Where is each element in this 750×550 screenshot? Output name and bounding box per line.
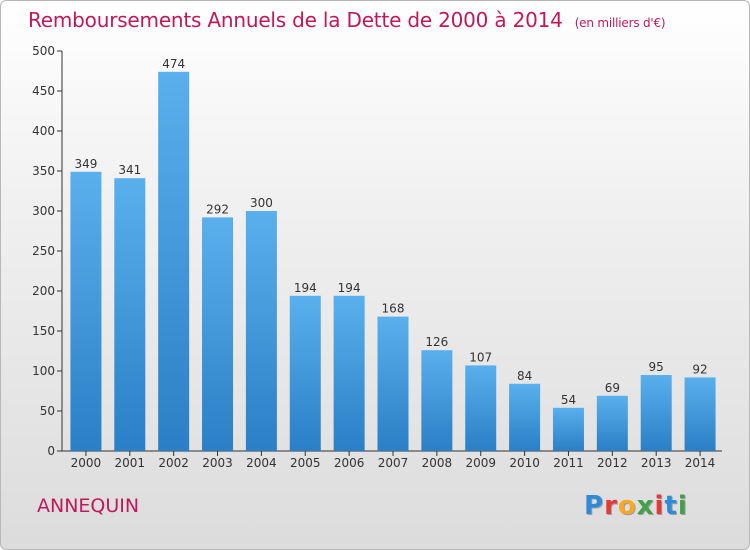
bar-2000 <box>70 171 102 452</box>
logo-letter: P <box>584 491 605 521</box>
bar-2014 <box>684 377 716 451</box>
bar-2005 <box>289 295 321 451</box>
x-tick-label-2009: 2009 <box>465 456 496 470</box>
x-tick-label-2014: 2014 <box>685 456 716 470</box>
value-label-2012: 69 <box>605 381 620 395</box>
bar-2009 <box>465 365 497 451</box>
value-label-2014: 92 <box>692 362 707 376</box>
proxiti-logo: Proxiti <box>584 491 688 521</box>
x-tick-label-2000: 2000 <box>71 456 102 470</box>
y-tick-label: 350 <box>32 164 55 178</box>
bar-2011 <box>552 407 584 451</box>
bar-2001 <box>114 178 146 451</box>
value-label-2002: 474 <box>162 57 185 71</box>
commune-name: ANNEQUIN <box>37 495 140 517</box>
value-label-2001: 341 <box>118 163 141 177</box>
bar-2002 <box>158 71 190 452</box>
y-tick-label: 500 <box>32 44 55 58</box>
title-unit: (en milliers d'€) <box>574 16 666 30</box>
bar-2006 <box>333 295 365 451</box>
value-label-2010: 84 <box>517 369 532 383</box>
x-tick-label-2012: 2012 <box>597 456 628 470</box>
y-tick-label: 150 <box>32 324 55 338</box>
logo-letter: i <box>654 491 665 521</box>
value-label-2013: 95 <box>649 360 664 374</box>
bar-2003 <box>202 217 234 451</box>
y-tick-label: 100 <box>32 364 55 378</box>
bar-2007 <box>377 316 409 451</box>
logo-letter: o <box>617 491 637 521</box>
x-tick-label-2006: 2006 <box>334 456 365 470</box>
value-label-2003: 292 <box>206 202 229 216</box>
value-label-2005: 194 <box>294 281 317 295</box>
x-tick-label-2011: 2011 <box>553 456 584 470</box>
logo-letter: i <box>677 491 688 521</box>
y-tick-label: 250 <box>32 244 55 258</box>
x-tick-label-2010: 2010 <box>509 456 540 470</box>
x-tick-label-2013: 2013 <box>641 456 672 470</box>
title-text: Remboursements Annuels de la Dette de 20… <box>28 8 563 32</box>
x-tick-label-2007: 2007 <box>378 456 409 470</box>
bar-2013 <box>640 375 672 451</box>
value-label-2006: 194 <box>338 281 361 295</box>
logo-letter: t <box>664 491 678 521</box>
bar-2008 <box>421 350 453 451</box>
bar-2010 <box>509 383 541 451</box>
value-label-2009: 107 <box>469 350 492 364</box>
x-tick-label-2004: 2004 <box>246 456 277 470</box>
x-tick-label-2003: 2003 <box>202 456 233 470</box>
logo-letter: r <box>604 491 618 521</box>
logo-letter: x <box>636 491 655 521</box>
y-tick-label: 0 <box>47 444 55 458</box>
y-tick-label: 200 <box>32 284 55 298</box>
y-tick-label: 450 <box>32 84 55 98</box>
y-tick-label: 50 <box>40 404 55 418</box>
x-tick-label-2005: 2005 <box>290 456 321 470</box>
x-tick-label-2008: 2008 <box>422 456 453 470</box>
y-tick-label: 300 <box>32 204 55 218</box>
value-label-2007: 168 <box>382 302 405 316</box>
y-tick-label: 400 <box>32 124 55 138</box>
value-label-2000: 349 <box>74 157 97 171</box>
chart-title: Remboursements Annuels de la Dette de 20… <box>28 8 666 32</box>
x-tick-label-2002: 2002 <box>158 456 189 470</box>
bar-2012 <box>596 395 628 451</box>
value-label-2008: 126 <box>425 335 448 349</box>
bar-2004 <box>245 211 277 451</box>
value-label-2011: 54 <box>561 393 576 407</box>
value-label-2004: 300 <box>250 196 273 210</box>
x-tick-label-2001: 2001 <box>115 456 146 470</box>
